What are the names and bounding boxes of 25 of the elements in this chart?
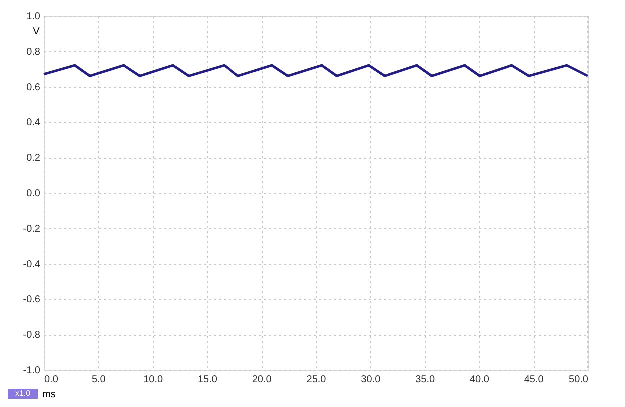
y-tick-label: 1.0 <box>26 12 41 22</box>
y-tick-label: 0.0 <box>26 188 41 200</box>
y-tick-label: -1.0 <box>23 366 41 376</box>
x-tick-label: 35.0 <box>416 374 436 386</box>
y-axis-title: V <box>33 26 40 38</box>
text: x1.0 <box>15 389 32 398</box>
y-tick-label: -0.6 <box>23 294 41 306</box>
y-tick-label: -0.4 <box>23 259 41 270</box>
x-tick-label: 5.0 <box>92 374 106 386</box>
y-tick-label: 0.8 <box>26 46 41 58</box>
x-tick-label: 45.0 <box>524 374 544 386</box>
y-tick-label: -0.2 <box>23 224 41 235</box>
x-tick-label: 15.0 <box>198 374 218 386</box>
x-tick-label: 0.0 <box>44 374 59 386</box>
y-tick-label: -0.8 <box>23 330 41 342</box>
y-tick-label: 0.4 <box>26 118 41 129</box>
x-tick-label: 40.0 <box>470 374 490 386</box>
x-tick-label: 20.0 <box>252 374 272 386</box>
y-tick-label: 0.6 <box>26 82 41 94</box>
x-tick-label: 30.0 <box>361 374 382 386</box>
x-tick-label: 10.0 <box>144 374 164 386</box>
x-tick-label: 25.0 <box>306 374 327 386</box>
x-tick-label: 50.0 <box>569 374 589 386</box>
x-axis-title: ms <box>42 390 56 400</box>
y-tick-label: 0.2 <box>26 153 41 164</box>
